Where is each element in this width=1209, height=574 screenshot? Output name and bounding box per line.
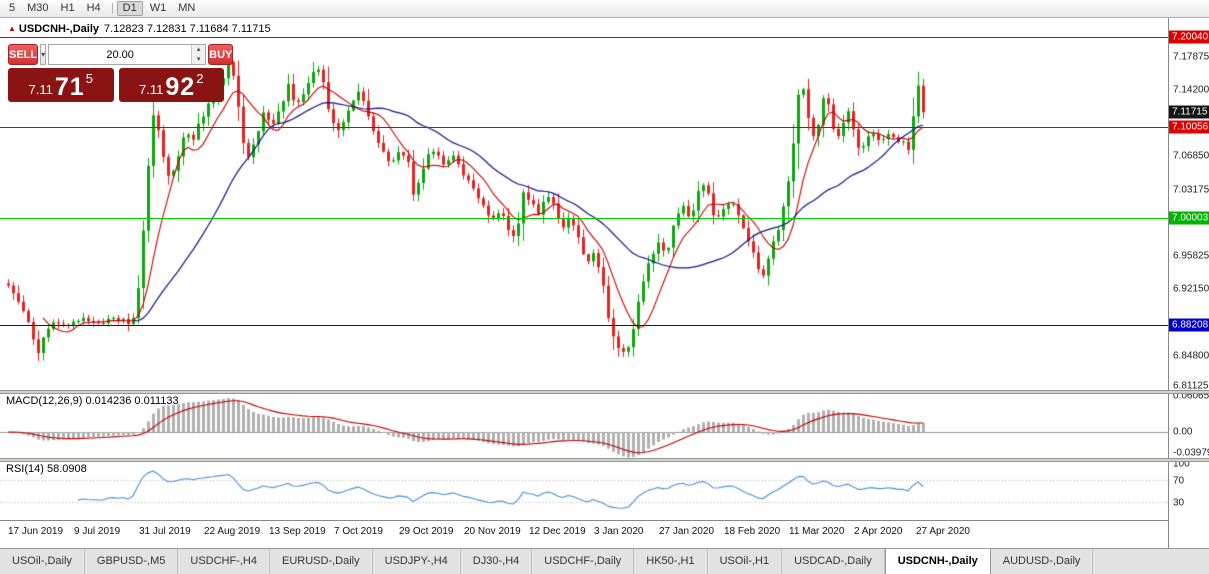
price-level-badge[interactable]: 7.10056 [1169, 120, 1209, 134]
price-level-badge[interactable]: 7.00003 [1169, 211, 1209, 225]
ask-price-superscript: 2 [196, 71, 204, 86]
date-axis-label: 13 Sep 2019 [269, 526, 326, 537]
price-level-badge[interactable]: 7.11715 [1169, 105, 1209, 119]
date-axis[interactable]: 17 Jun 2019 9 Jul 2019 31 Jul 2019 22 Aug 2… [0, 520, 1209, 548]
timeframe-button-h4[interactable]: H4 [86, 2, 101, 14]
volume-increase-button[interactable]: ▴ [192, 45, 206, 55]
chart-tab-usdjpy-h4[interactable]: USDJPY-,H4 [373, 549, 461, 574]
date-axis-label: 18 Feb 2020 [724, 526, 781, 537]
price-level-badge[interactable]: 7.20040 [1169, 30, 1209, 44]
horizontal-level-line[interactable] [0, 127, 1168, 128]
macd-indicator-canvas[interactable] [0, 394, 1168, 458]
date-axis-label: 11 Mar 2020 [789, 526, 845, 537]
bid-price-big: 71 [54, 73, 85, 101]
price-axis-tick: 6.84800 [1173, 350, 1209, 362]
chart-ohlc-values: 7.12823 7.12831 7.11684 7.11715 [104, 23, 271, 35]
price-axis-tick: 7.14200 [1173, 84, 1209, 96]
volume-input[interactable] [49, 45, 192, 64]
chart-tab-audusd-daily[interactable]: AUDUSD-,Daily [991, 549, 1094, 574]
date-axis-label: 22 Aug 2019 [204, 526, 261, 537]
date-axis-label: 29 Oct 2019 [399, 526, 454, 537]
timeframe-toolbar: 5 M30 H1 H4 D1 W1 MN [0, 0, 1209, 18]
timeframe-button-5[interactable]: 5 [9, 2, 16, 14]
chart-tab-usdchf-daily[interactable]: USDCHF-,Daily [532, 549, 635, 574]
chart-tabs-bar: USOil-,Daily GBPUSD-,M5 USDCHF-,H4 EURUSD-,… [0, 548, 1209, 574]
chart-tab-usoil-h1[interactable]: USOil-,H1 [708, 549, 783, 574]
chart-tab-usdchf-h4[interactable]: USDCHF-,H4 [178, 549, 270, 574]
bid-price-small: 7.11 [28, 82, 53, 97]
rsi-axis-tick: 30 [1173, 497, 1185, 509]
timeframe-button-mn[interactable]: MN [178, 2, 196, 14]
chart-tab-eurusd-daily[interactable]: EURUSD-,Daily [270, 549, 373, 574]
chart-tab-usdcad-daily[interactable]: USDCAD-,Daily [782, 549, 885, 574]
panel-splitter-macd-rsi[interactable] [0, 458, 1209, 462]
timeframe-button-w1[interactable]: W1 [149, 2, 167, 14]
chart-title: ▲ USDCNH-,Daily 7.12823 7.12831 7.11684 7.… [8, 23, 271, 35]
horizontal-level-line[interactable] [0, 37, 1168, 38]
price-axis-tick: 7.06850 [1173, 150, 1209, 162]
price-axis-tick: 7.17875 [1173, 51, 1209, 63]
price-axis-tick: 6.92150 [1173, 283, 1209, 295]
timeframe-button-h1[interactable]: H1 [60, 2, 75, 14]
macd-axis-tick: -0.039792 [1173, 447, 1209, 459]
volume-field: ▴ ▾ [48, 44, 207, 65]
date-axis-label: 2 Apr 2020 [854, 526, 903, 537]
price-axis[interactable]: 7.17875 7.14200 7.06850 7.03175 6.95825 6.921… [1168, 18, 1209, 548]
rsi-axis-tick: 100 [1173, 458, 1190, 470]
horizontal-level-line[interactable] [0, 218, 1168, 219]
date-axis-label: 7 Oct 2019 [334, 526, 383, 537]
buy-button[interactable]: BUY [208, 44, 234, 65]
bid-price-superscript: 5 [85, 71, 93, 86]
date-axis-label: 27 Apr 2020 [916, 526, 970, 537]
toolbar-separator [111, 3, 113, 14]
chart-tab-usoil-daily[interactable]: USOil-,Daily [0, 549, 85, 574]
chart-tab-usdcnh-daily[interactable]: USDCNH-,Daily [884, 549, 991, 574]
chart-tab-gbpusd-m5[interactable]: GBPUSD-,M5 [85, 549, 179, 574]
chart-tab-hk50-h1[interactable]: HK50-,H1 [634, 549, 708, 574]
macd-axis-tick: 0.00 [1173, 426, 1193, 438]
price-axis-tick: 7.03175 [1173, 184, 1209, 196]
rsi-indicator-label: RSI(14) 58.0908 [6, 463, 87, 475]
price-axis-tick: 6.95825 [1173, 250, 1209, 262]
ask-price-small: 7.11 [139, 82, 164, 97]
panel-splitter-price-macd[interactable] [0, 390, 1209, 394]
ask-quote-button[interactable]: 7.11 92 2 [118, 68, 224, 102]
timeframe-button-d1[interactable]: D1 [116, 1, 143, 16]
rsi-indicator-canvas[interactable] [0, 462, 1168, 520]
date-axis-label: 31 Jul 2019 [139, 526, 191, 537]
chart-tab-dj30-h4[interactable]: DJ30-,H4 [461, 549, 533, 574]
bid-quote-button[interactable]: 7.11 71 5 [8, 68, 114, 102]
chevron-down-icon: ▾ [41, 50, 46, 59]
date-axis-label: 3 Jan 2020 [594, 526, 644, 537]
date-axis-label: 12 Dec 2019 [529, 526, 586, 537]
price-level-badge[interactable]: 6.88208 [1169, 318, 1209, 332]
price-axis-tick: 6.81125 [1173, 380, 1209, 392]
volume-decrease-button[interactable]: ▾ [192, 54, 206, 64]
chart-symbol-icon: ▲ [8, 24, 16, 33]
volume-spinner: ▴ ▾ [191, 45, 206, 64]
chart-symbol-period: USDCNH-,Daily [18, 23, 99, 35]
macd-axis-tick: 0.060657 [1173, 390, 1209, 402]
date-axis-label: 20 Nov 2019 [464, 526, 521, 537]
rsi-axis-tick: 70 [1173, 475, 1185, 487]
date-axis-label: 17 Jun 2019 [8, 526, 64, 537]
timeframe-button-m30[interactable]: M30 [27, 2, 49, 14]
horizontal-level-line[interactable] [0, 325, 1168, 326]
sell-button[interactable]: SELL [8, 44, 39, 65]
volume-dropdown-button[interactable]: ▾ [40, 44, 47, 65]
date-axis-label: 9 Jul 2019 [74, 526, 121, 537]
ask-price-big: 92 [165, 73, 196, 101]
macd-indicator-label: MACD(12,26,9) 0.014236 0.011133 [6, 395, 179, 407]
date-axis-label: 27 Jan 2020 [659, 526, 715, 537]
